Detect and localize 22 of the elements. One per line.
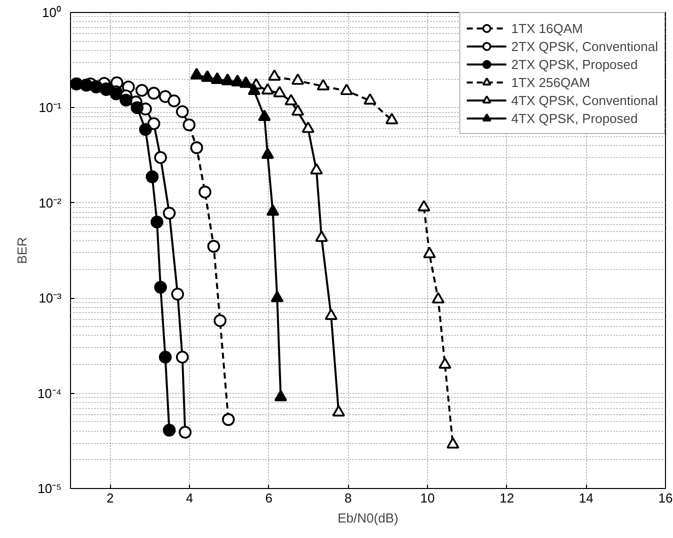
x-tick-label: 8 [344, 490, 352, 506]
y-tick-label: 10⁻³ [38, 290, 62, 306]
y-axis-title: BER [14, 237, 30, 264]
x-axis-title: Eb/N0(dB) [338, 510, 398, 526]
legend-label: 1TX 16QAM [511, 20, 583, 37]
x-tick-label: 4 [186, 490, 194, 506]
y-tick-label: 10⁰ [42, 5, 62, 20]
legend-label: 2TX QPSK, Conventional [511, 38, 658, 55]
x-tick-label: 12 [500, 490, 514, 506]
y-tick-label: 10⁻⁴ [37, 386, 62, 401]
y-tick-label: 10⁻⁵ [38, 481, 62, 496]
y-tick-label: 10⁻² [38, 195, 62, 210]
x-tick-label: 2 [106, 490, 114, 506]
legend-label: 4TX QPSK, Conventional [511, 92, 658, 109]
y-tick-label: 10⁻¹ [38, 100, 62, 116]
legend-label: 2TX QPSK, Proposed [511, 56, 638, 73]
legend-label: 4TX QPSK, Proposed [511, 110, 638, 127]
x-tick-label: 14 [578, 490, 594, 506]
x-tick-label: 6 [265, 490, 272, 506]
legend-label: 1TX 256QAM [511, 74, 590, 91]
x-tick-label: 16 [658, 490, 673, 506]
x-tick-label: 10 [420, 490, 435, 506]
